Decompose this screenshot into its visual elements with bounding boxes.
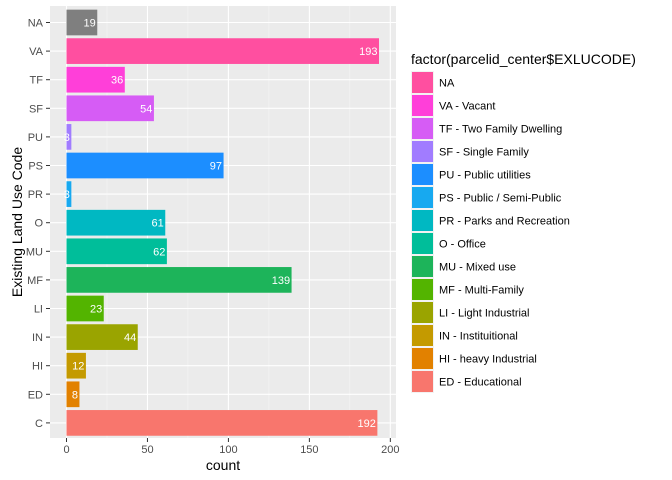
bar-label-li: 23 — [90, 304, 102, 316]
y-tick-label-va: VA — [29, 46, 44, 58]
legend-label: IN - Instituitional — [439, 331, 518, 343]
legend-label: O - Office — [439, 239, 486, 251]
x-tick-label: 150 — [300, 444, 318, 456]
bar-label-hi: 12 — [72, 361, 84, 373]
y-tick-label-pu: PU — [28, 132, 43, 144]
bar-label-pu: 3 — [64, 132, 70, 144]
bar-c — [66, 410, 378, 436]
legend-label: TF - Two Family Dwelling — [439, 124, 562, 136]
legend-label: HI - heavy Industrial — [439, 354, 537, 366]
bar-pu — [66, 124, 72, 150]
y-tick-label-mf: MF — [27, 275, 43, 287]
y-axis-ticks: NA VA TF SF PU PS PR O MU MF LI IN HI ED C — [26, 18, 50, 430]
x-tick-label: 100 — [219, 444, 237, 456]
bar-hi — [66, 352, 86, 379]
bar-label-in: 44 — [124, 332, 136, 344]
legend-title: factor(parcelid_center$EXLUCODE) — [411, 51, 636, 67]
bar-tf — [66, 66, 125, 93]
bar-label-mf: 139 — [272, 275, 290, 287]
bar-va — [66, 38, 379, 64]
legend-label: PR - Parks and Recreation — [439, 216, 570, 228]
y-tick-label-in: IN — [32, 332, 43, 344]
legend-label: ED - Educational — [439, 377, 522, 389]
y-tick-label-na: NA — [28, 18, 44, 30]
legend-swatch — [412, 279, 433, 300]
bar-mu — [66, 238, 167, 265]
legend: factor(parcelid_center$EXLUCODE) NA VA - … — [411, 51, 636, 393]
legend-swatch — [412, 95, 433, 116]
bar-na — [66, 9, 98, 36]
bar-label-na: 19 — [84, 18, 96, 30]
legend-label: PU - Public utilities — [439, 170, 531, 182]
y-tick-label-ed: ED — [28, 389, 43, 401]
bar-ps — [66, 152, 224, 179]
bar-o — [66, 209, 166, 236]
legend-swatch — [412, 371, 433, 392]
bar-ed — [66, 381, 80, 408]
bar-pr — [66, 181, 72, 207]
bar-label-o: 61 — [152, 218, 164, 230]
bar-label-sf: 54 — [140, 103, 152, 115]
x-tick-label: 0 — [63, 444, 69, 456]
y-tick-label-pr: PR — [28, 189, 43, 201]
bar-label-c: 192 — [358, 418, 376, 430]
bar-label-ps: 97 — [210, 161, 222, 173]
bar-label-mu: 62 — [153, 246, 165, 258]
y-tick-label-hi: HI — [32, 361, 43, 373]
y-tick-label-mu: MU — [26, 246, 43, 258]
legend-label: VA - Vacant — [439, 101, 495, 113]
legend-swatch — [412, 325, 433, 346]
y-tick-label-tf: TF — [30, 75, 44, 87]
y-tick-label-sf: SF — [29, 103, 43, 115]
x-tick-label: 200 — [381, 444, 399, 456]
y-tick-label-li: LI — [34, 304, 43, 316]
x-axis-title: count — [206, 457, 240, 473]
legend-swatch — [412, 187, 433, 208]
y-tick-label-c: C — [35, 418, 43, 430]
bar-li — [66, 295, 104, 322]
legend-label: MU - Mixed use — [439, 262, 516, 274]
legend-swatch — [412, 256, 433, 277]
y-tick-label-o: O — [34, 218, 43, 230]
legend-swatch — [412, 72, 433, 93]
legend-swatch — [412, 164, 433, 185]
legend-label: SF - Single Family — [439, 147, 529, 159]
legend-label: MF - Multi-Family — [439, 285, 524, 297]
legend-swatch — [412, 348, 433, 369]
bar-label-ed: 8 — [72, 389, 78, 401]
x-tick-label: 50 — [141, 444, 153, 456]
y-axis-title: Existing Land Use Code — [9, 147, 25, 297]
legend-label: LI - Light Industrial — [439, 308, 530, 320]
x-axis-ticks: 0 50 100 150 200 — [63, 438, 400, 456]
bars — [66, 9, 379, 436]
legend-swatch — [412, 141, 433, 162]
y-tick-label-ps: PS — [28, 161, 43, 173]
legend-items: NA VA - Vacant TF - Two Family Dwelling SF … — [411, 71, 570, 393]
bar-in — [66, 324, 138, 350]
bar-label-pr: 3 — [64, 189, 70, 201]
bar-mf — [66, 267, 292, 293]
legend-label: PS - Public / Semi-Public — [439, 193, 562, 205]
bar-label-tf: 36 — [111, 75, 123, 87]
legend-swatch — [412, 118, 433, 139]
bar-value-labels: 19 193 36 54 3 97 3 61 62 139 23 44 12 8 192 — [64, 18, 378, 430]
legend-swatch — [412, 233, 433, 254]
legend-swatch — [412, 302, 433, 323]
bar-label-va: 193 — [359, 46, 377, 58]
legend-swatch — [412, 210, 433, 231]
bar-sf — [66, 95, 154, 122]
legend-label: NA — [439, 78, 455, 90]
